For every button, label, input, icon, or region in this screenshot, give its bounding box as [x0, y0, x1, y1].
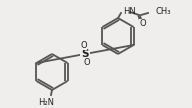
Text: O: O — [140, 20, 146, 29]
Text: O: O — [80, 41, 87, 50]
Text: CH₃: CH₃ — [155, 7, 170, 17]
Text: H₂N: H₂N — [38, 98, 54, 107]
Text: O: O — [83, 58, 90, 67]
Text: HN: HN — [123, 6, 136, 16]
Text: S: S — [81, 49, 89, 59]
